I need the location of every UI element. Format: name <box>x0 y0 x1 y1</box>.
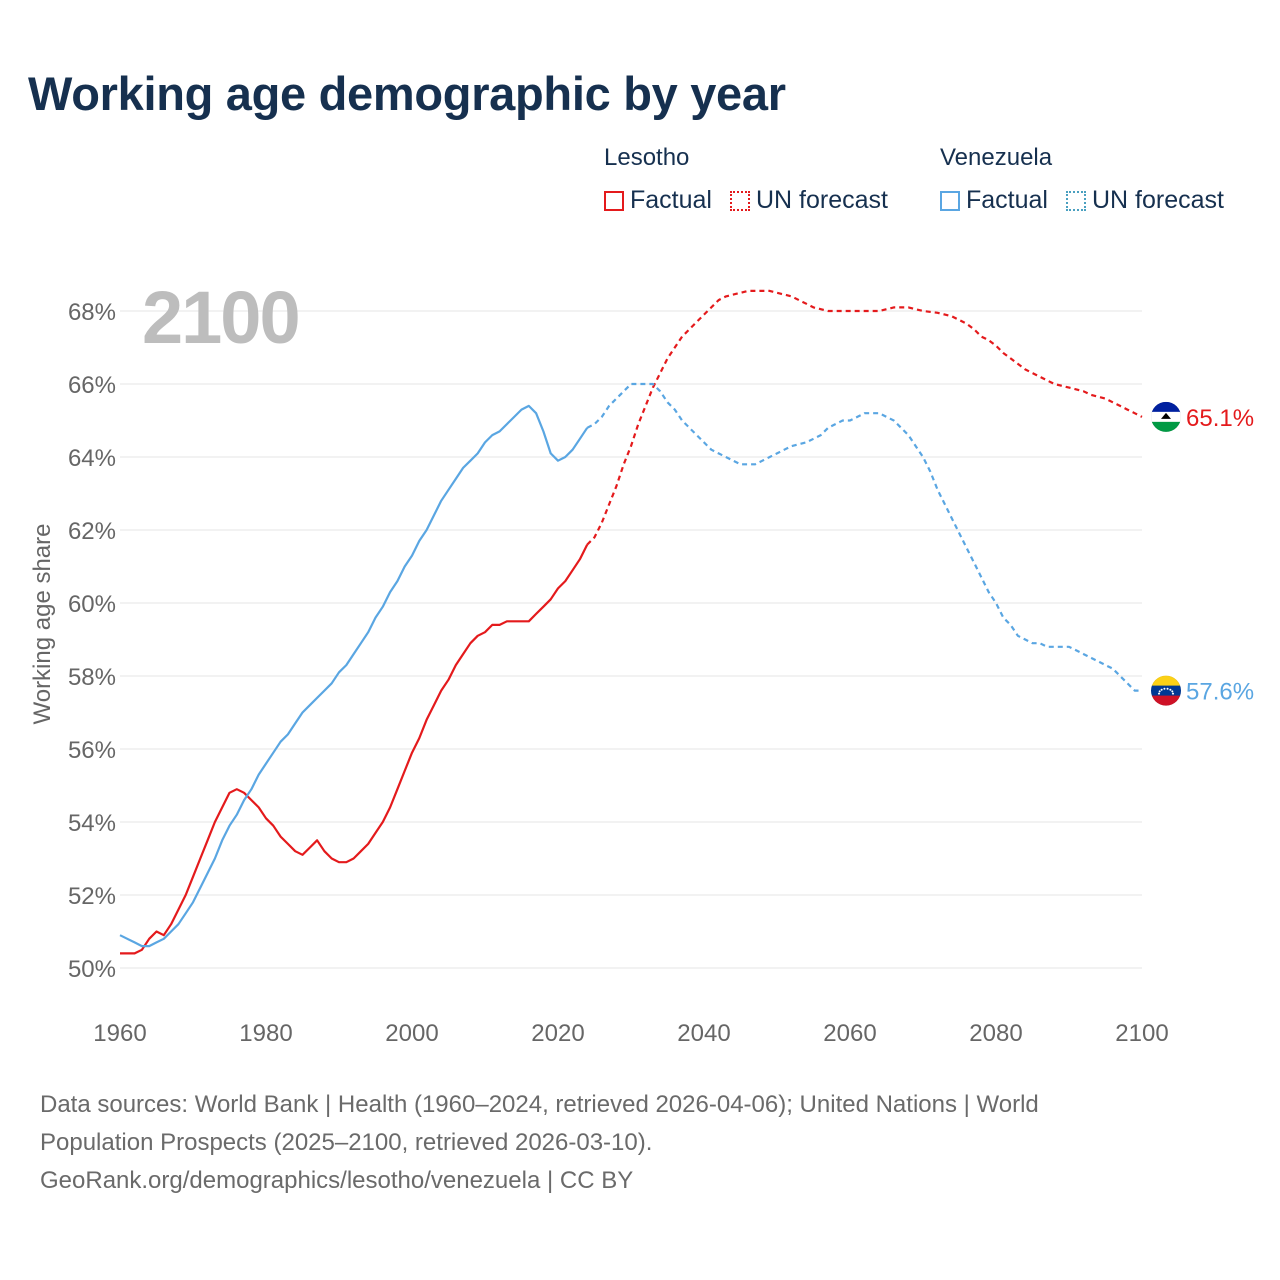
x-axis: 1960 1980 2000 2020 2040 2060 2080 2100 <box>93 1020 1168 1047</box>
lesotho-flag-icon <box>1151 401 1181 432</box>
line-chart: 50% 52% 54% 56% 58% 60% 62% 64% 66% 68% 1960 1980 2… <box>29 276 1254 1047</box>
source-line: Data sources: World Bank | Health (1960–… <box>40 1091 1039 1118</box>
series-line-lesotho-forecast[interactable] <box>586 289 1143 546</box>
series-line-venezuela-forecast[interactable] <box>586 382 1142 692</box>
y-tick-label: 60% <box>68 591 116 618</box>
source-line: Population Prospects (2025–2100, retriev… <box>40 1129 653 1156</box>
legend-group-lesotho: Lesotho Factual UN forecast <box>604 144 888 215</box>
y-tick-label: 56% <box>68 737 116 764</box>
x-tick-label: 2000 <box>385 1020 438 1047</box>
legend-label: Factual <box>630 186 712 214</box>
end-value-label-venezuela: 57.6% <box>1186 679 1254 706</box>
legend-label: Factual <box>966 186 1048 214</box>
legend-group-name: Venezuela <box>940 144 1053 171</box>
x-tick-label: 2020 <box>531 1020 584 1047</box>
x-tick-label: 2080 <box>969 1020 1022 1047</box>
source-url[interactable]: GeoRank.org/demographics/lesotho/venezue… <box>40 1167 634 1194</box>
y-tick-label: 66% <box>68 372 116 399</box>
y-tick-label: 58% <box>68 664 116 691</box>
legend-group-name: Lesotho <box>604 144 690 171</box>
y-tick-label: 64% <box>68 445 116 472</box>
source-note: Data sources: World Bank | Health (1960–… <box>40 1086 1240 1200</box>
end-value-label-lesotho: 65.1% <box>1186 405 1254 432</box>
y-tick-label: 62% <box>68 518 116 545</box>
x-tick-label: 1980 <box>239 1020 292 1047</box>
venezuela-flag-icon <box>1151 675 1181 706</box>
series-layer <box>119 289 1143 955</box>
year-badge: 2100 <box>142 276 299 359</box>
legend-lesotho-factual[interactable]: Factual <box>604 186 712 215</box>
legend-swatch-dotted <box>729 190 750 211</box>
series-line-lesotho-factual[interactable] <box>120 544 589 955</box>
legend-swatch-dotted <box>1065 190 1086 211</box>
legend-swatch-solid <box>604 190 624 211</box>
y-tick-label: 54% <box>68 810 116 837</box>
series-line-venezuela-factual[interactable] <box>119 404 589 948</box>
x-tick-label: 2040 <box>677 1020 730 1047</box>
legend-lesotho-forecast[interactable]: UN forecast <box>729 186 888 215</box>
y-tick-label: 68% <box>68 299 116 326</box>
chart-title: Working age demographic by year <box>28 67 786 120</box>
legend-label: UN forecast <box>755 186 888 214</box>
x-tick-label: 2060 <box>823 1020 876 1047</box>
y-axis-label: Working age share <box>29 524 56 725</box>
y-tick-label: 52% <box>68 883 116 910</box>
end-markers: 65.1% 57.6% <box>1151 401 1254 706</box>
legend-venezuela-forecast[interactable]: UN forecast <box>1065 186 1224 215</box>
y-axis: 50% 52% 54% 56% 58% 60% 62% 64% 66% 68% <box>68 299 116 983</box>
grid-lines <box>120 310 1142 969</box>
legend-label: UN forecast <box>1091 186 1224 214</box>
x-tick-label: 2100 <box>1115 1020 1168 1047</box>
legend-swatch-solid <box>940 190 960 211</box>
y-tick-label: 50% <box>68 956 116 983</box>
legend-venezuela-factual[interactable]: Factual <box>940 186 1048 215</box>
x-tick-label: 1960 <box>93 1020 146 1047</box>
legend-group-venezuela: Venezuela Factual UN forecast <box>940 144 1224 215</box>
